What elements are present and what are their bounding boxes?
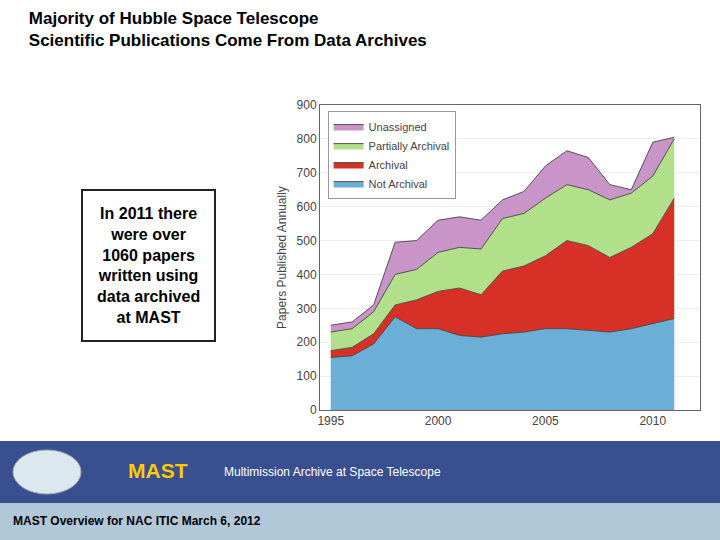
svg-text:MAST: MAST: [128, 459, 188, 482]
svg-text:Majority of Hubble Space Teles: Majority of Hubble Space TelescopeScient…: [29, 9, 427, 50]
svg-text:400: 400: [297, 268, 317, 282]
svg-text:200: 200: [297, 335, 317, 349]
svg-text:2000: 2000: [425, 414, 452, 428]
svg-text:2005: 2005: [532, 414, 559, 428]
svg-text:0: 0: [310, 403, 317, 417]
svg-text:700: 700: [297, 166, 317, 180]
svg-text:Multimission Archive at Space: Multimission Archive at Space Telescope: [224, 465, 441, 479]
svg-text:800: 800: [297, 132, 317, 146]
svg-text:300: 300: [297, 302, 317, 316]
svg-text:1995: 1995: [317, 414, 344, 428]
svg-text:Partially Archival: Partially Archival: [369, 140, 450, 152]
svg-text:Archival: Archival: [369, 159, 408, 171]
svg-text:Not Archival: Not Archival: [369, 178, 428, 190]
svg-text:900: 900: [297, 98, 317, 112]
svg-text:500: 500: [297, 234, 317, 248]
svg-text:MAST Overview for NAC ITIC Mar: MAST Overview for NAC ITIC March 6, 2012: [13, 514, 261, 528]
svg-text:In 2011 therewere over1060 pap: In 2011 therewere over1060 paperswritten…: [97, 205, 200, 326]
svg-text:2010: 2010: [639, 414, 666, 428]
svg-text:100: 100: [297, 369, 317, 383]
svg-text:Unassigned: Unassigned: [369, 121, 427, 133]
svg-text:Papers Published Annually: Papers Published Annually: [275, 186, 289, 329]
svg-text:600: 600: [297, 200, 317, 214]
